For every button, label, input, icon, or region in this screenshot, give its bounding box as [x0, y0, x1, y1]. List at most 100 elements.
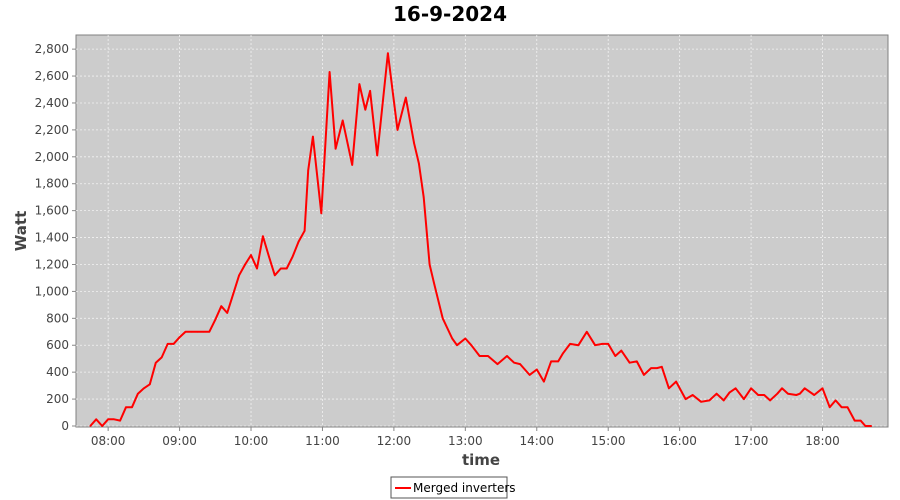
- data-point: [870, 425, 873, 427]
- data-point: [691, 394, 694, 396]
- data-point: [594, 344, 596, 347]
- data-point: [405, 96, 407, 99]
- y-tick-label: 1,200: [35, 257, 69, 271]
- data-point: [418, 162, 420, 165]
- data-point: [214, 318, 217, 321]
- data-point: [107, 418, 109, 421]
- y-tick-label: 1,600: [35, 204, 69, 218]
- x-tick-label: 14:00: [519, 434, 554, 448]
- data-point: [585, 330, 588, 333]
- data-point: [557, 360, 559, 363]
- data-point: [569, 343, 571, 345]
- y-axis-label: Watt: [12, 211, 30, 251]
- data-point: [722, 399, 725, 402]
- data-point: [813, 394, 815, 396]
- x-tick-label: 15:00: [591, 434, 626, 448]
- y-tick-label: 2,600: [35, 69, 69, 83]
- x-tick-label: 18:00: [805, 434, 840, 448]
- data-point: [369, 90, 371, 92]
- data-point: [297, 240, 300, 243]
- data-point: [675, 380, 677, 383]
- data-point: [635, 360, 638, 363]
- data-point: [769, 399, 771, 402]
- y-tick-label: 2,400: [35, 96, 69, 110]
- x-tick-label: 16:00: [662, 434, 697, 448]
- data-point: [864, 425, 867, 427]
- data-point: [846, 406, 849, 408]
- data-point: [776, 392, 779, 395]
- data-point: [441, 317, 444, 320]
- y-axis: 0 200 400 600 800 1,000 1,200 1,400 1,600 1,800 2,…: [35, 42, 76, 433]
- data-point: [684, 398, 687, 400]
- data-point: [166, 343, 169, 345]
- data-point: [376, 154, 379, 157]
- data-point: [413, 142, 415, 145]
- data-point: [750, 387, 752, 390]
- data-point: [834, 399, 837, 402]
- data-point: [202, 330, 205, 333]
- y-tick-label: 2,800: [35, 42, 69, 56]
- x-tick-label: 13:00: [448, 434, 483, 448]
- data-point: [291, 255, 294, 258]
- data-point: [528, 374, 531, 376]
- data-point: [226, 312, 229, 314]
- x-axis-label: time: [462, 451, 500, 469]
- data-point: [763, 394, 765, 396]
- x-tick-label: 12:00: [377, 434, 412, 448]
- data-point: [451, 337, 454, 340]
- data-point: [668, 387, 670, 390]
- data-point: [543, 380, 545, 383]
- data-point: [656, 367, 658, 369]
- x-tick-label: 10:00: [234, 434, 269, 448]
- data-point: [131, 406, 133, 408]
- data-point: [464, 337, 467, 340]
- data-point: [650, 367, 652, 369]
- data-point: [238, 274, 240, 277]
- legend: Merged inverters: [390, 476, 516, 499]
- data-point: [334, 147, 337, 150]
- data-point: [614, 355, 617, 357]
- series-layer: [89, 52, 873, 427]
- data-point: [279, 267, 282, 270]
- data-point: [840, 406, 843, 408]
- data-point: [262, 235, 264, 238]
- data-point: [781, 387, 783, 390]
- data-point: [307, 169, 309, 172]
- data-point: [859, 419, 862, 422]
- data-point: [428, 263, 431, 266]
- plot-area: [75, 34, 889, 428]
- data-point: [478, 355, 481, 357]
- data-point: [101, 425, 103, 427]
- data-point: [562, 352, 564, 355]
- data-point: [364, 108, 367, 111]
- y-tick-label: 800: [46, 311, 69, 325]
- data-point: [506, 355, 508, 357]
- data-point: [154, 361, 157, 364]
- y-tick-label: 400: [46, 365, 69, 379]
- data-point: [787, 392, 789, 395]
- data-point: [660, 365, 663, 368]
- data-point: [172, 343, 175, 345]
- data-point: [244, 263, 246, 266]
- data-point: [628, 361, 631, 364]
- x-axis: 08:00 09:00 10:00 11:00 12:00 13:00 14:00 15:00…: [91, 427, 840, 448]
- data-point: [828, 406, 831, 408]
- chart-title: 16-9-2024: [393, 2, 507, 26]
- data-point: [184, 330, 187, 333]
- y-tick-label: 1,800: [35, 177, 69, 191]
- y-tick-label: 200: [46, 392, 69, 406]
- data-point: [433, 283, 436, 286]
- data-point: [232, 293, 234, 295]
- data-point: [328, 71, 331, 73]
- x-tick-label: 09:00: [162, 434, 197, 448]
- data-point: [821, 387, 824, 390]
- y-tick-label: 0: [61, 419, 69, 433]
- y-tick-label: 1,000: [35, 284, 69, 298]
- data-point: [513, 361, 515, 364]
- y-tick-label: 2,200: [35, 123, 69, 137]
- data-point: [715, 392, 718, 395]
- data-point: [250, 254, 252, 256]
- legend-label: Merged inverters: [413, 481, 516, 495]
- x-tick-label: 17:00: [734, 434, 769, 448]
- data-point: [268, 255, 270, 258]
